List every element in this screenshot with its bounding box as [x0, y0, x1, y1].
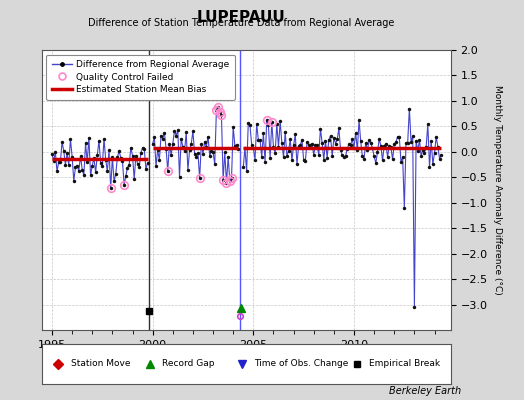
Text: Station Move: Station Move	[71, 360, 130, 368]
Legend: Difference from Regional Average, Quality Control Failed, Estimated Station Mean: Difference from Regional Average, Qualit…	[47, 54, 235, 100]
Text: Record Gap: Record Gap	[162, 360, 215, 368]
Text: Difference of Station Temperature Data from Regional Average: Difference of Station Temperature Data f…	[88, 18, 394, 28]
Y-axis label: Monthly Temperature Anomaly Difference (°C): Monthly Temperature Anomaly Difference (…	[493, 85, 502, 295]
Text: Empirical Break: Empirical Break	[369, 360, 440, 368]
Text: Time of Obs. Change: Time of Obs. Change	[255, 360, 349, 368]
Text: Berkeley Earth: Berkeley Earth	[389, 386, 461, 396]
Text: LUPEPAUU: LUPEPAUU	[196, 10, 286, 25]
